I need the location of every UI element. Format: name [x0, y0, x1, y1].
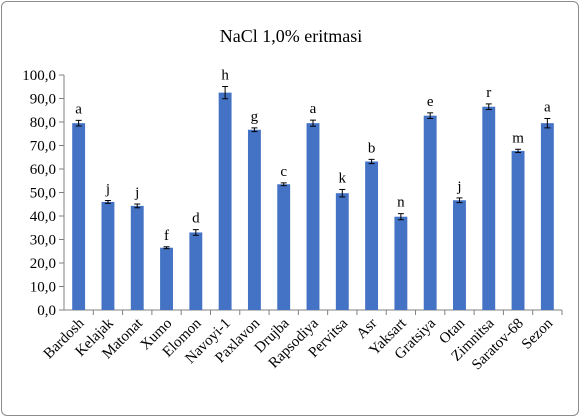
bar-sezon — [540, 123, 554, 310]
bar-pervitsa — [335, 193, 349, 310]
data-label: a — [75, 101, 82, 117]
x-tick-label: Sezon — [519, 315, 557, 353]
bar-saratov-68 — [511, 150, 525, 310]
data-label: h — [221, 68, 229, 84]
data-label: m — [512, 130, 524, 146]
bar-gratsiya — [423, 115, 437, 310]
data-label: b — [368, 140, 376, 156]
data-label: d — [192, 211, 200, 227]
y-tick-label: 0,0 — [37, 303, 56, 319]
bar-matonat — [130, 205, 144, 310]
y-tick-label: 70,0 — [30, 139, 56, 155]
data-label: j — [456, 179, 461, 195]
data-label: g — [251, 109, 259, 125]
bars-group: a j j f d h g c a k b n e j r m a — [72, 68, 554, 310]
bar-xumo — [160, 247, 173, 310]
bar-rapsodiya — [306, 123, 320, 310]
data-label: r — [486, 85, 491, 101]
data-label: k — [339, 170, 347, 186]
data-label: j — [134, 185, 139, 201]
bar-drujba — [277, 184, 291, 310]
bar-yaksart — [394, 216, 408, 310]
y-tick-label: 30,0 — [30, 233, 56, 249]
bar-zimnitsa — [482, 106, 496, 310]
data-label: c — [280, 164, 287, 180]
bar-otan — [453, 200, 466, 310]
data-label: n — [397, 195, 405, 211]
data-label: j — [105, 181, 110, 197]
data-label: e — [427, 94, 434, 110]
bar-paxlavon — [247, 129, 261, 310]
bar-elomon — [189, 232, 203, 310]
y-tick-label: 60,0 — [30, 162, 56, 178]
y-tick-label: 80,0 — [30, 115, 56, 131]
bar-bardosh — [72, 123, 86, 310]
data-label: a — [310, 101, 317, 117]
y-tick-label: 10,0 — [30, 280, 56, 296]
y-tick-label: 20,0 — [30, 256, 56, 272]
bar-asr — [365, 161, 379, 310]
bar-navoyi-1 — [218, 92, 232, 310]
data-label: a — [544, 99, 551, 115]
y-tick-label: 40,0 — [30, 209, 56, 225]
y-tick-label: 90,0 — [30, 92, 56, 108]
y-tick-label: 50,0 — [30, 186, 56, 202]
y-tick-label: 100,0 — [22, 68, 56, 84]
bar-kelajak — [101, 201, 115, 310]
data-label: f — [164, 228, 169, 244]
chart-title: NaCl 1,0% eritmasi — [220, 26, 362, 46]
